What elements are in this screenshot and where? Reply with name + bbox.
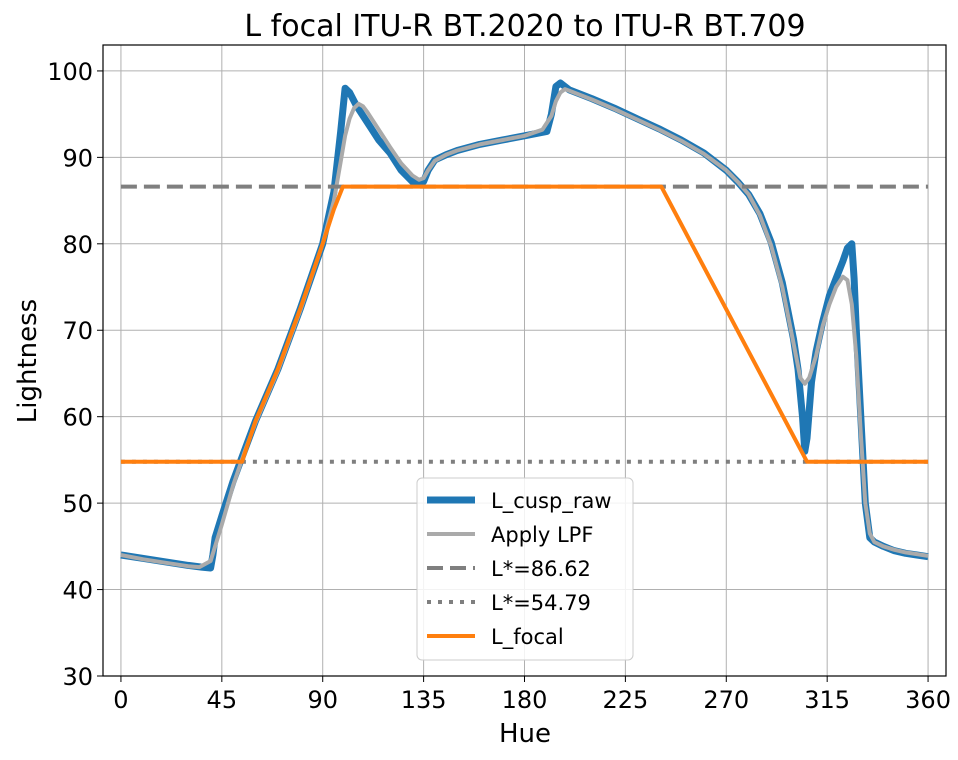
x-tick-label: 135 xyxy=(401,686,447,714)
legend: L_cusp_raw Apply LPF L*=86.62 L*=54.79 L_foc… xyxy=(416,477,634,661)
legend-box xyxy=(416,477,634,661)
y-tick-label: 70 xyxy=(62,317,93,345)
series-layer xyxy=(120,79,929,572)
y-tick-label: 100 xyxy=(47,58,93,86)
legend-label: L_focal xyxy=(491,625,564,650)
legend-label: L*=54.79 xyxy=(491,591,591,615)
y-tick-label: 80 xyxy=(62,231,93,259)
chart-title: L focal ITU-R BT.2020 to ITU-R BT.709 xyxy=(244,9,805,44)
x-tick-label: 45 xyxy=(207,686,238,714)
y-axis: 30 40 50 60 70 80 90 100 xyxy=(47,58,103,691)
x-tick-label: 180 xyxy=(502,686,548,714)
x-axis-title: Hue xyxy=(499,719,551,749)
y-tick-label: 90 xyxy=(62,144,93,172)
legend-label: Apply LPF xyxy=(491,523,593,547)
x-tick-label: 0 xyxy=(113,686,128,714)
x-tick-label: 360 xyxy=(905,686,951,714)
legend-label: L_cusp_raw xyxy=(491,489,612,514)
legend-label: L*=86.62 xyxy=(491,557,591,581)
y-tick-label: 40 xyxy=(62,577,93,605)
y-tick-label: 50 xyxy=(62,490,93,518)
y-tick-label: 60 xyxy=(62,404,93,432)
x-tick-label: 270 xyxy=(703,686,749,714)
y-axis-title: Lightness xyxy=(13,299,43,423)
x-tick-label: 225 xyxy=(602,686,648,714)
series-line-l-focal xyxy=(120,184,929,464)
y-tick-label: 30 xyxy=(62,663,93,691)
x-axis: 0 45 90 135 180 225 270 315 360 xyxy=(113,676,951,714)
x-tick-label: 315 xyxy=(804,686,850,714)
x-tick-label: 90 xyxy=(307,686,338,714)
